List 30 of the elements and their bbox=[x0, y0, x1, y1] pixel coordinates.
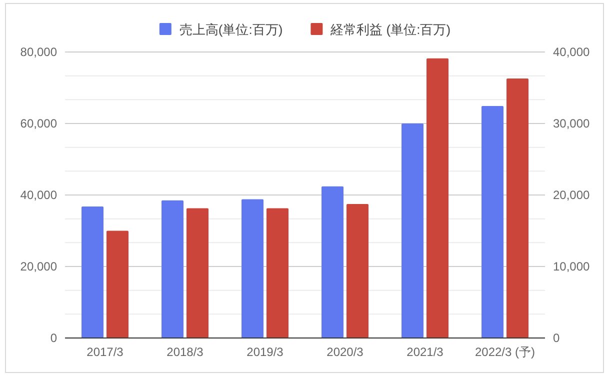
x-tick-label: 2017/3 bbox=[86, 345, 124, 359]
x-tick-label: 2022/3 (予) bbox=[474, 345, 536, 359]
bar bbox=[506, 78, 528, 338]
bar bbox=[482, 106, 504, 338]
bar bbox=[82, 206, 104, 338]
legend-label: 経常利益 (単位:百万) bbox=[330, 22, 451, 37]
x-tick-label: 2020/3 bbox=[326, 345, 364, 359]
y2-tick-label: 0 bbox=[553, 331, 560, 345]
x-tick-label: 2021/3 bbox=[406, 345, 444, 359]
bar bbox=[266, 208, 288, 338]
bar bbox=[426, 58, 448, 338]
x-tick-label: 2019/3 bbox=[246, 345, 284, 359]
bar bbox=[106, 230, 128, 338]
bar bbox=[322, 186, 344, 338]
bar bbox=[346, 204, 368, 338]
y-tick-label: 20,000 bbox=[20, 260, 58, 274]
y-tick-label: 0 bbox=[50, 331, 58, 345]
y-tick-label: 80,000 bbox=[20, 45, 58, 59]
y2-tick-label: 20,000 bbox=[553, 188, 590, 202]
y-tick-label: 40,000 bbox=[20, 188, 58, 202]
y2-tick-label: 40,000 bbox=[553, 45, 590, 59]
bar bbox=[242, 199, 264, 338]
y-tick-label: 60,000 bbox=[20, 116, 58, 130]
legend-label: 売上高(単位:百万) bbox=[179, 22, 283, 37]
bar bbox=[402, 124, 424, 338]
bar bbox=[186, 208, 208, 338]
bar bbox=[162, 200, 184, 338]
y2-tick-label: 10,000 bbox=[553, 260, 590, 274]
y2-tick-label: 30,000 bbox=[553, 116, 590, 130]
x-tick-label: 2018/3 bbox=[166, 345, 204, 359]
